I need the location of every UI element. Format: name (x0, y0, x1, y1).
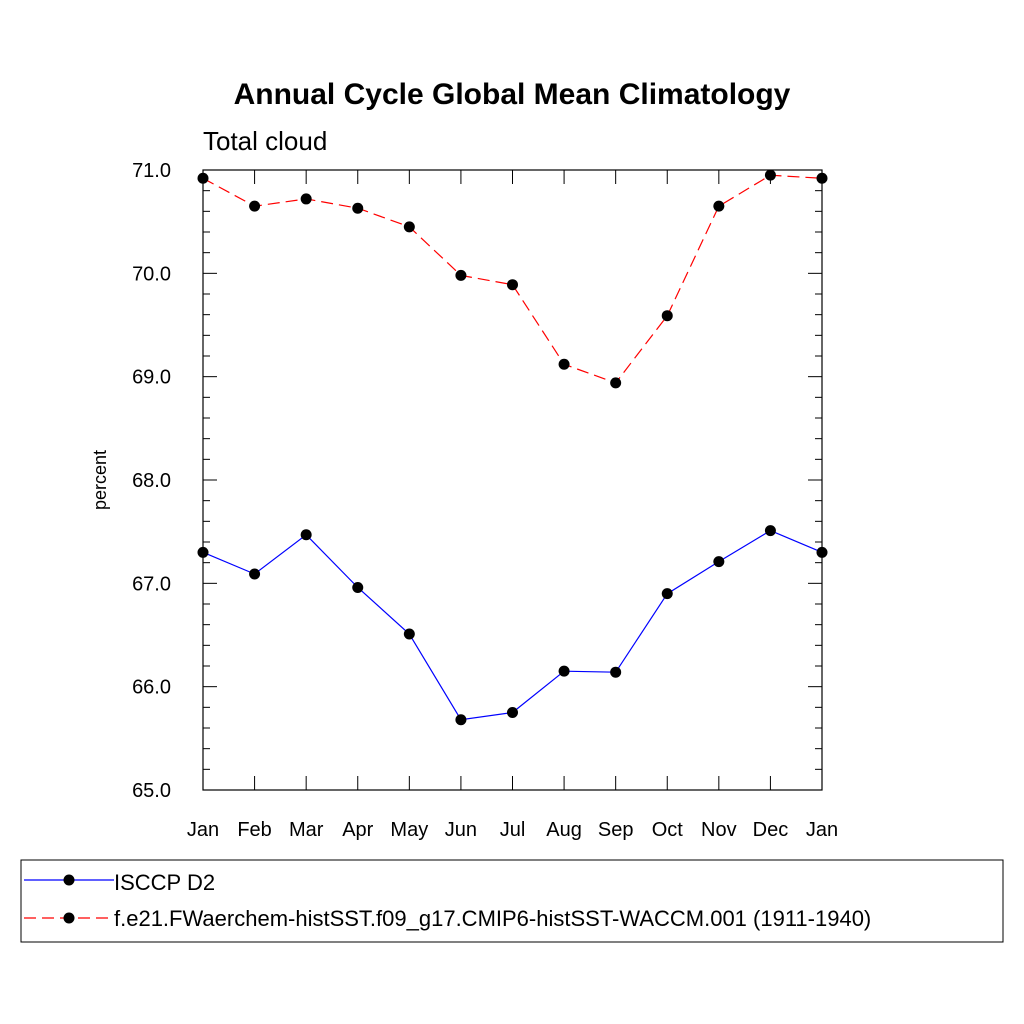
data-point-series-2 (507, 279, 518, 291)
data-point-series-1 (610, 666, 622, 678)
data-point-series-2 (661, 310, 673, 322)
y-tick-label: 68.0 (132, 470, 171, 492)
x-tick-label: May (390, 819, 428, 841)
data-point-series-1 (764, 525, 776, 537)
x-tick-label: Feb (237, 819, 271, 841)
chart-subtitle: Total cloud (203, 126, 327, 156)
data-point-series-1 (558, 665, 570, 677)
x-tick-label: Aug (546, 819, 582, 841)
legend-box (20, 859, 1004, 943)
legend-marker-2 (63, 912, 75, 924)
data-point-series-1 (455, 714, 467, 726)
x-tick-label: Sep (598, 819, 634, 841)
y-tick-label: 69.0 (132, 367, 171, 389)
data-point-series-1 (403, 628, 415, 640)
data-point-series-2 (610, 377, 622, 389)
data-point-series-1 (352, 581, 364, 593)
x-tick-label: Mar (289, 819, 324, 841)
x-tick-label: Jan (187, 819, 219, 841)
data-point-series-2 (352, 202, 364, 214)
y-tick-label: 67.0 (132, 573, 171, 595)
legend-label-isccp: ISCCP D2 (114, 870, 215, 895)
data-point-series-2 (455, 269, 467, 281)
x-tick-label: Nov (701, 819, 737, 841)
data-point-series-1 (661, 588, 673, 600)
axis-ticks: Jan Feb Mar Apr May Jun Jul Aug Sep Oct Nov Dec Jan 6… (132, 160, 838, 841)
x-tick-label: Jul (500, 819, 526, 841)
data-point-series-2 (300, 193, 312, 205)
chart-title: Annual Cycle Global Mean Climatology (234, 78, 791, 111)
y-tick-label: 71.0 (132, 160, 171, 182)
y-tick-label: 66.0 (132, 677, 171, 699)
data-point-series-2 (249, 200, 261, 212)
y-tick-label: 70.0 (132, 263, 171, 285)
plot-series (197, 169, 828, 726)
data-point-series-1 (300, 529, 312, 541)
y-axis-label: percent (90, 450, 110, 510)
data-point-series-1 (507, 707, 518, 718)
data-point-series-2 (713, 200, 725, 212)
legend: ISCCP D2 f.e21.FWaerchem-histSST.f09_g17… (20, 859, 1004, 943)
data-point-series-2 (558, 358, 570, 370)
x-tick-label: Jan (806, 819, 838, 841)
x-tick-label: Dec (753, 819, 789, 841)
plot-frame (202, 169, 823, 791)
data-point-series-1 (249, 568, 261, 580)
x-tick-label: Jun (445, 819, 477, 841)
series-line-2 (202, 174, 823, 384)
x-tick-label: Apr (342, 819, 373, 841)
data-point-series-2 (403, 221, 415, 233)
data-point-series-1 (713, 556, 725, 568)
data-point-series-2 (764, 169, 776, 181)
legend-marker-1 (63, 874, 75, 886)
legend-label-model: f.e21.FWaerchem-histSST.f09_g17.CMIP6-hi… (114, 906, 871, 931)
x-tick-label: Oct (652, 819, 684, 841)
series-line-1 (202, 529, 823, 721)
y-tick-label: 65.0 (132, 780, 171, 802)
